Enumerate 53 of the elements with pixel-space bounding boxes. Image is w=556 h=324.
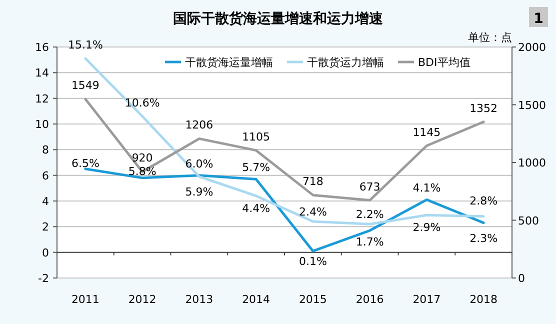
data-label: 718 <box>302 175 324 188</box>
legend-label: 干散货海运量增幅 <box>185 56 273 69</box>
data-label: 1105 <box>242 130 270 144</box>
data-label: 2.9% <box>412 221 441 234</box>
x-tick-label: 2017 <box>412 293 441 306</box>
y-tick-label: 0 <box>42 246 49 260</box>
data-label: 6.5% <box>71 156 100 170</box>
data-label: 4.1% <box>412 182 441 195</box>
y2-tick-label: 0 <box>518 272 525 285</box>
data-label: 0.1% <box>298 255 327 268</box>
legend-label: 干散货运力增幅 <box>307 56 384 69</box>
y2-axis-title: 单位：点 <box>468 31 512 44</box>
y-tick-label: 14 <box>35 66 49 80</box>
y2-tick-label: 2000 <box>518 41 546 54</box>
y2-tick-label: 1000 <box>518 156 546 170</box>
y-tick-label: 6 <box>42 169 49 182</box>
data-label: 1145 <box>412 126 441 139</box>
data-label: 5.9% <box>185 186 214 199</box>
y-tick-label: 2 <box>42 220 49 234</box>
y-tick-label: 10 <box>35 118 49 131</box>
y2-tick-label: 500 <box>518 214 539 228</box>
x-tick-label: 2018 <box>470 293 498 306</box>
data-label: 1549 <box>71 79 100 92</box>
data-label: 1.7% <box>356 236 384 249</box>
chart-title: 国际干散货海运量增速和运力增速 <box>173 11 384 27</box>
data-label: 2.4% <box>298 206 327 219</box>
data-label: 1206 <box>185 118 214 132</box>
x-tick-label: 2015 <box>298 293 327 306</box>
data-label: 920 <box>132 152 153 165</box>
data-label: 2.3% <box>470 232 498 245</box>
data-label: 1352 <box>470 102 498 115</box>
legend-label: BDI平均值 <box>418 56 470 69</box>
data-label: 2.8% <box>470 194 498 208</box>
data-label: 6.0% <box>185 157 214 170</box>
data-label: 10.6% <box>124 96 160 110</box>
y-tick-label: 12 <box>35 92 49 106</box>
x-tick-label: 2012 <box>128 293 156 306</box>
y2-tick-label: 1500 <box>518 98 546 112</box>
data-label: 4.4% <box>242 202 270 215</box>
x-tick-label: 2016 <box>356 293 384 306</box>
x-tick-label: 2014 <box>242 293 270 306</box>
data-label: 2.2% <box>356 208 384 222</box>
y-tick-label: 16 <box>35 41 49 54</box>
data-label: 673 <box>359 180 380 194</box>
text: 1 <box>534 11 544 27</box>
data-label: 5.7% <box>242 161 270 174</box>
y-tick-label: 4 <box>42 195 49 208</box>
data-label: 15.1% <box>68 38 103 52</box>
y-tick-label: 8 <box>42 144 49 157</box>
data-label: 5.8% <box>128 164 156 178</box>
x-tick-label: 2011 <box>71 293 100 306</box>
x-tick-label: 2013 <box>185 293 214 306</box>
y-tick-label: -2 <box>38 272 49 285</box>
